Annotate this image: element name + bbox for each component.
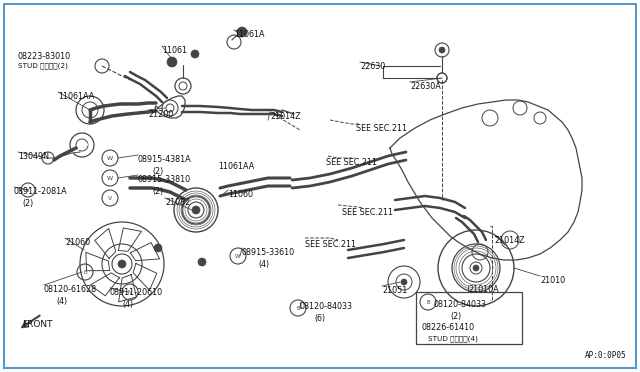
Text: B: B [83, 269, 87, 275]
Text: 21060: 21060 [65, 238, 90, 247]
Circle shape [192, 206, 200, 214]
Text: N: N [128, 289, 132, 295]
Text: 22630: 22630 [360, 62, 385, 71]
Text: (2): (2) [152, 167, 163, 176]
Text: SEE SEC.211: SEE SEC.211 [326, 158, 377, 167]
Text: 21082: 21082 [165, 198, 190, 207]
Text: 21051: 21051 [382, 286, 407, 295]
Text: B: B [426, 299, 430, 305]
Text: (4): (4) [56, 297, 67, 306]
Text: 11061: 11061 [162, 46, 187, 55]
Circle shape [473, 265, 479, 271]
Circle shape [198, 258, 206, 266]
Text: SEE SEC.211: SEE SEC.211 [356, 124, 407, 133]
Circle shape [237, 27, 247, 37]
Text: 11061AA: 11061AA [218, 162, 254, 171]
Text: (2): (2) [152, 187, 163, 196]
Circle shape [154, 244, 162, 252]
Text: V: V [26, 187, 30, 192]
Text: V: V [108, 196, 112, 201]
Text: 11060: 11060 [228, 190, 253, 199]
Text: STUD スタッド(2): STUD スタッド(2) [18, 62, 68, 68]
Text: 08120-61628: 08120-61628 [44, 285, 97, 294]
Text: W: W [236, 253, 241, 259]
Text: STUD スタッド(4): STUD スタッド(4) [428, 335, 478, 341]
Text: (4): (4) [258, 260, 269, 269]
Text: W: W [107, 176, 113, 180]
Text: AP:0:0P05: AP:0:0P05 [584, 351, 626, 360]
Text: (6): (6) [314, 314, 325, 323]
Circle shape [167, 57, 177, 67]
Text: 08120-84033: 08120-84033 [434, 300, 487, 309]
Text: (2): (2) [450, 312, 461, 321]
Text: 11061AA: 11061AA [58, 92, 94, 101]
Text: 08915-33610: 08915-33610 [242, 248, 295, 257]
Text: 21014Z: 21014Z [270, 112, 301, 121]
Text: 08915-33810: 08915-33810 [138, 175, 191, 184]
Text: 08120-84033: 08120-84033 [300, 302, 353, 311]
Text: 13049N: 13049N [18, 152, 49, 161]
Circle shape [191, 50, 199, 58]
Text: 21200: 21200 [148, 110, 173, 119]
Circle shape [401, 279, 407, 285]
Text: SEE SEC.211: SEE SEC.211 [342, 208, 393, 217]
Text: FRONT: FRONT [22, 320, 52, 329]
Text: (4): (4) [122, 300, 133, 309]
Text: 08223-83010: 08223-83010 [18, 52, 71, 61]
Text: (2): (2) [22, 199, 33, 208]
Text: 22630A: 22630A [410, 82, 441, 91]
Circle shape [439, 47, 445, 53]
Text: 21014Z: 21014Z [494, 236, 525, 245]
Text: B: B [296, 305, 300, 311]
Text: 08226-61410: 08226-61410 [422, 323, 475, 332]
Text: SEE SEC.211: SEE SEC.211 [305, 240, 356, 249]
Circle shape [118, 260, 126, 268]
Text: 08915-4381A: 08915-4381A [138, 155, 191, 164]
Text: 21010: 21010 [540, 276, 565, 285]
Text: 21010A: 21010A [468, 285, 499, 294]
Text: W: W [107, 155, 113, 160]
Text: 11061A: 11061A [234, 30, 264, 39]
Text: 08911-2081A: 08911-2081A [14, 187, 68, 196]
Text: 08911-20610: 08911-20610 [110, 288, 163, 297]
